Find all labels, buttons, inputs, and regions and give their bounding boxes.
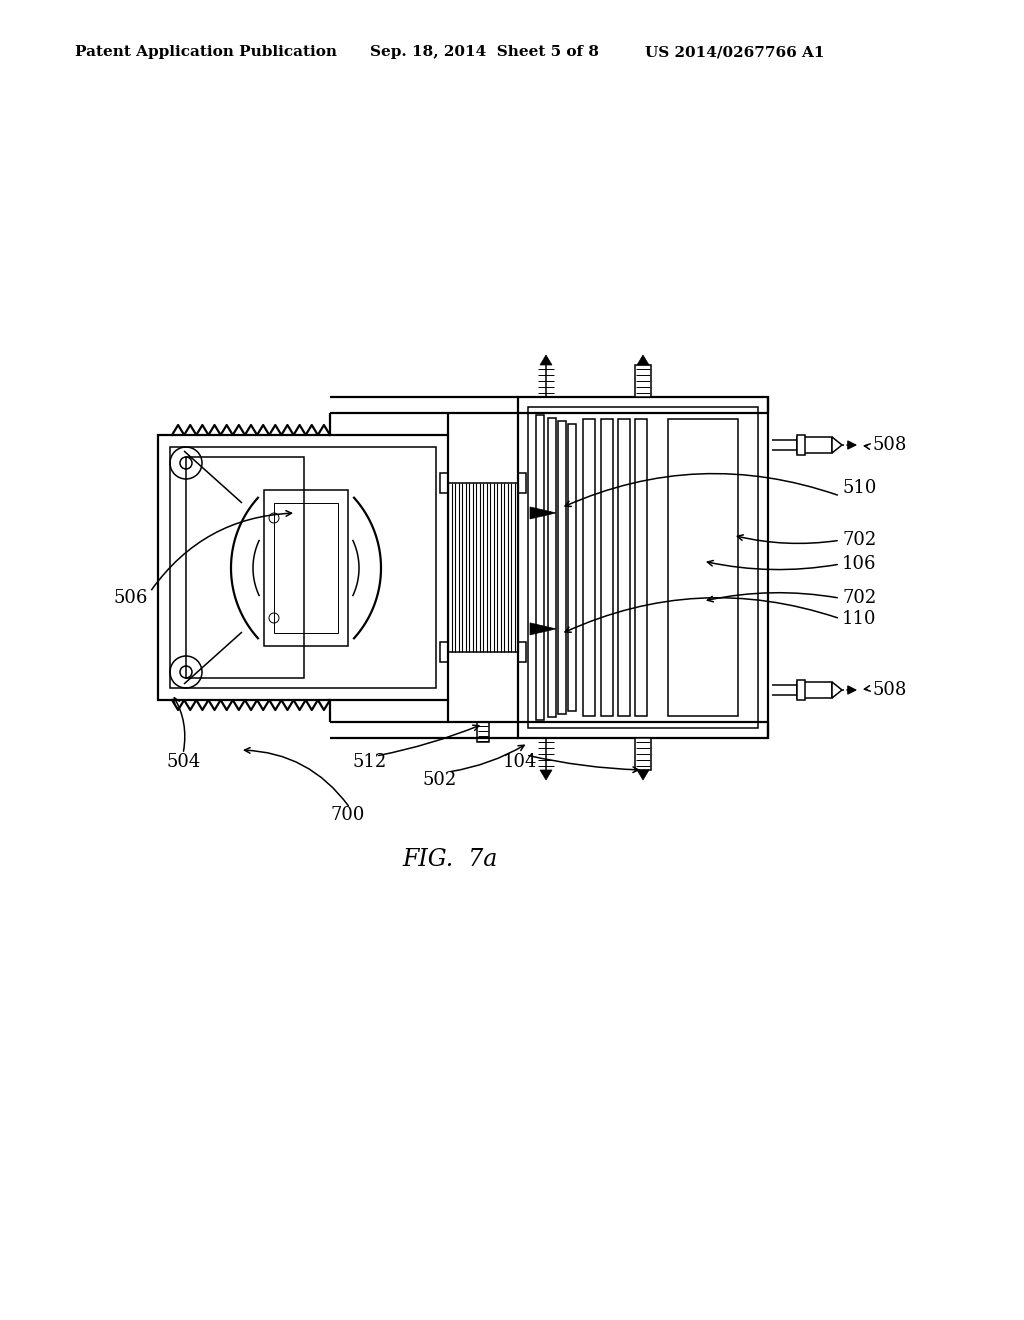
Text: Patent Application Publication: Patent Application Publication xyxy=(75,45,337,59)
Bar xyxy=(477,722,489,742)
Text: 508: 508 xyxy=(872,436,906,454)
Bar xyxy=(618,418,630,715)
Bar xyxy=(274,503,338,634)
Bar xyxy=(635,366,651,397)
Bar xyxy=(548,418,556,717)
Bar xyxy=(601,418,613,715)
Polygon shape xyxy=(540,770,552,780)
Bar xyxy=(518,642,526,663)
Bar xyxy=(170,447,436,688)
Bar xyxy=(186,457,304,678)
Bar xyxy=(797,682,831,698)
Text: 702: 702 xyxy=(842,589,877,607)
Bar xyxy=(440,642,449,663)
Text: 502: 502 xyxy=(423,771,457,789)
Text: 510: 510 xyxy=(842,479,877,496)
Polygon shape xyxy=(831,682,842,698)
Bar xyxy=(558,421,566,714)
Bar xyxy=(440,473,449,492)
Text: 512: 512 xyxy=(353,752,387,771)
Polygon shape xyxy=(530,623,556,635)
Bar xyxy=(264,490,348,645)
Polygon shape xyxy=(637,770,649,780)
Bar xyxy=(528,407,758,729)
Text: Sep. 18, 2014  Sheet 5 of 8: Sep. 18, 2014 Sheet 5 of 8 xyxy=(370,45,599,59)
Text: 106: 106 xyxy=(842,556,877,573)
Bar xyxy=(635,418,647,715)
Polygon shape xyxy=(831,437,842,453)
Text: 110: 110 xyxy=(842,610,877,627)
Bar xyxy=(583,418,595,715)
Text: US 2014/0267766 A1: US 2014/0267766 A1 xyxy=(645,45,824,59)
Bar xyxy=(518,473,526,492)
Bar xyxy=(158,436,449,700)
Bar xyxy=(797,680,805,700)
Text: FIG.  7a: FIG. 7a xyxy=(402,849,498,871)
Bar xyxy=(668,418,738,715)
Bar xyxy=(568,424,575,711)
Text: 506: 506 xyxy=(114,589,148,607)
Polygon shape xyxy=(637,355,649,366)
Bar xyxy=(797,436,805,455)
Text: 700: 700 xyxy=(331,807,366,824)
Text: 702: 702 xyxy=(842,531,877,549)
Bar xyxy=(797,437,831,453)
Text: 104: 104 xyxy=(503,752,538,771)
Bar xyxy=(518,397,768,738)
Bar xyxy=(635,738,651,770)
Bar xyxy=(536,414,544,719)
Text: 508: 508 xyxy=(872,681,906,700)
Text: 504: 504 xyxy=(167,752,202,771)
Polygon shape xyxy=(530,507,556,519)
Polygon shape xyxy=(540,355,552,366)
